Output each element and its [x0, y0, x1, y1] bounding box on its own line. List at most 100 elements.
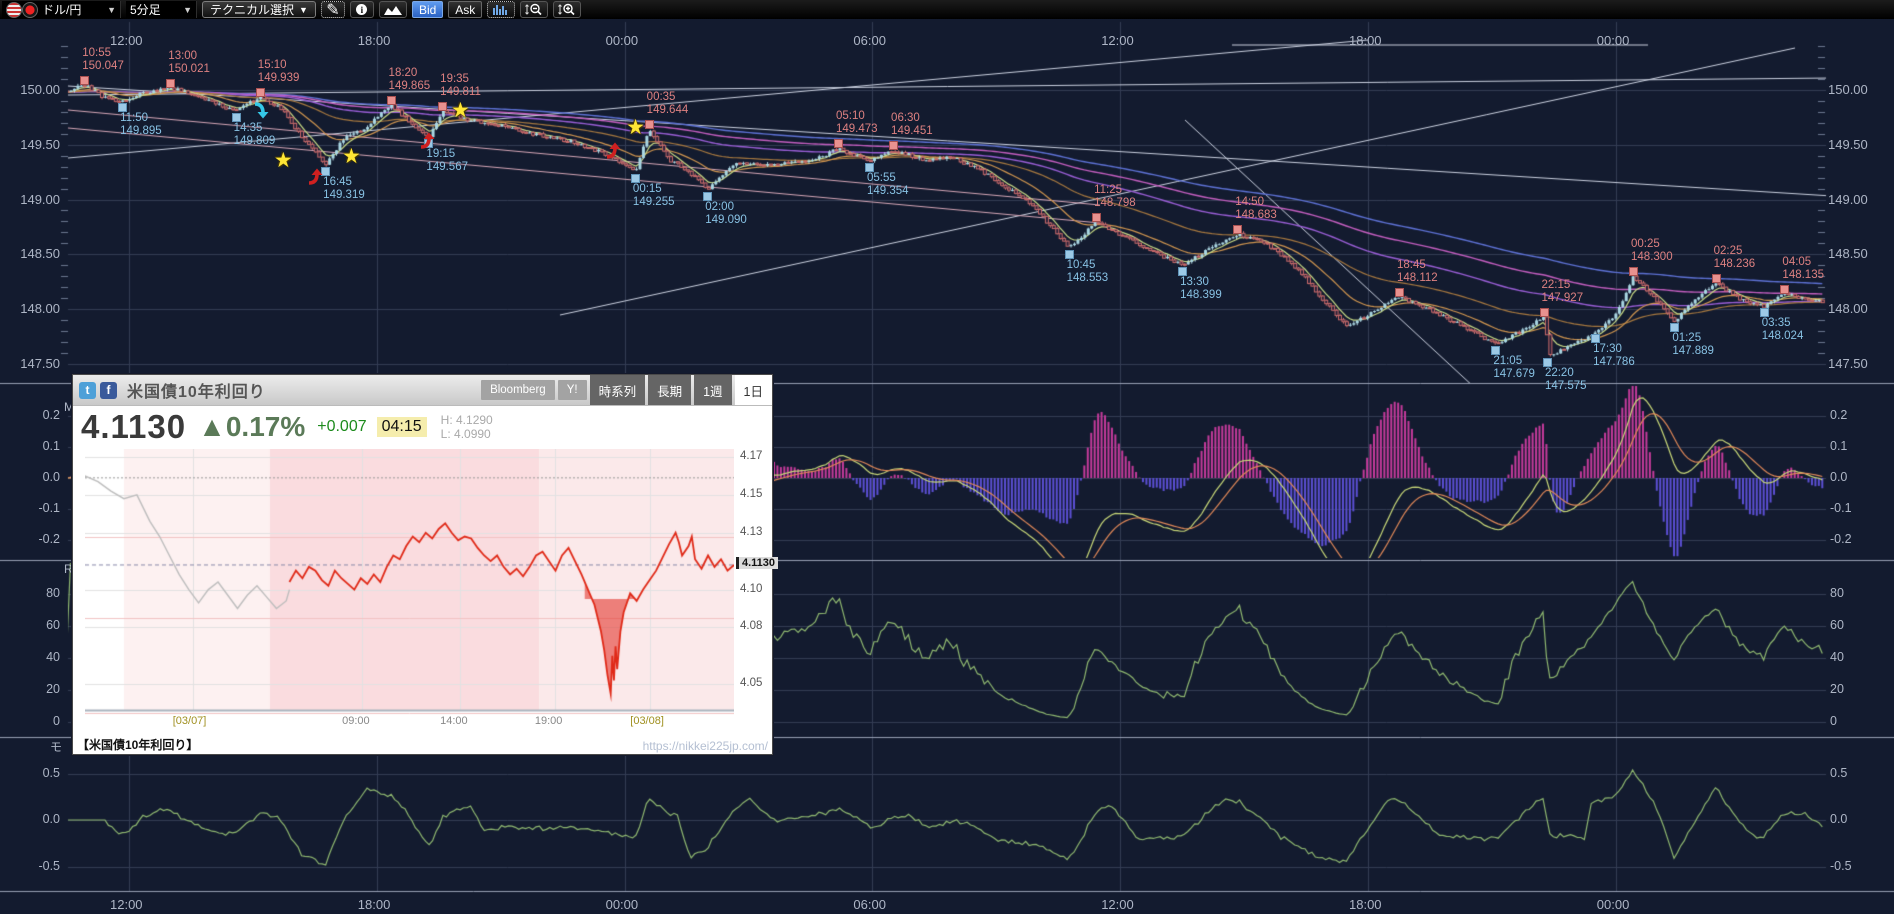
low-annotation: 21:05 147.679	[1493, 355, 1535, 381]
rsi-panel-label: R	[64, 562, 73, 576]
bid-button[interactable]: Bid	[411, 1, 444, 18]
price-axis-label: 147.50	[20, 355, 60, 371]
quote-time: 04:15	[376, 417, 427, 437]
low-marker	[630, 173, 640, 183]
price-axis-label: 149.50	[20, 136, 60, 152]
low-annotation: 11:50 149.895	[120, 112, 162, 138]
price-axis-label: 149.50	[1828, 136, 1868, 152]
bar-chart-button[interactable]	[487, 1, 516, 18]
time-axis-label: 18:00	[357, 33, 391, 48]
draw-pencil-button[interactable]: ✎	[320, 1, 345, 19]
facebook-icon[interactable]: f	[100, 381, 117, 399]
macd-scale-label: 0.0	[42, 470, 60, 484]
low-annotation: 22:20 147.575	[1544, 366, 1587, 392]
tab-time-series[interactable]: 時系列	[589, 375, 646, 405]
high-marker	[1539, 307, 1549, 317]
popup-x-label: 09:00	[342, 715, 370, 727]
high-annotation: 15:10 149.939	[257, 58, 300, 84]
low-annotation: 17:30 147.786	[1593, 343, 1635, 369]
timeframe-dropdown[interactable]: 5分足 ▼	[126, 1, 197, 18]
macd-panel-label: M	[64, 400, 74, 414]
high-marker	[833, 138, 843, 148]
time-axis-label: 00:00	[1596, 897, 1630, 912]
price-axis-label: 150.00	[20, 82, 60, 97]
high-annotation: 11:25 148.798	[1094, 183, 1136, 209]
star-icon: ★	[342, 145, 361, 169]
tab-bloomberg[interactable]: Bloomberg	[481, 380, 555, 400]
currency-pair-dropdown[interactable]: ドル/円 ▼	[2, 1, 121, 18]
rsi-scale-label: 40	[46, 650, 60, 664]
high-annotation: 04:05 148.135	[1782, 256, 1824, 282]
high-annotation: 13:00 150.021	[168, 49, 210, 75]
high-annotation: 18:45 148.112	[1396, 258, 1438, 284]
price-axis-label: 148.00	[20, 301, 60, 316]
source-url[interactable]: https://nikkei225jp.com/	[642, 739, 768, 753]
tab-long-term[interactable]: 長期	[648, 375, 692, 405]
low-marker	[118, 103, 128, 113]
day-low: L: 4.0990	[440, 427, 491, 441]
info-button[interactable]: i	[349, 1, 374, 18]
price-axis-label: 147.50	[1828, 355, 1868, 371]
high-annotation: 10:55 150.047	[82, 46, 124, 72]
popup-tabs: Bloomberg Y! 時系列 長期 1週 1日	[478, 375, 772, 405]
zoom-out-icon	[525, 3, 542, 16]
popup-y-label: 4.13	[740, 525, 763, 538]
low-marker	[1759, 308, 1769, 318]
popup-chart-canvas[interactable]	[85, 449, 734, 726]
popup-y-label: 4.10	[740, 582, 763, 595]
chevron-down-icon: ▼	[299, 4, 308, 15]
tab-one-day[interactable]: 1日	[734, 375, 772, 405]
high-annotation: 00:35 149.644	[646, 90, 689, 116]
momentum-scale-label: 0.0	[42, 812, 60, 826]
low-marker	[1591, 334, 1601, 344]
low-marker	[703, 191, 713, 201]
high-annotation: 22:15 147.927	[1541, 278, 1584, 304]
momentum-scale-label: 0.0	[1830, 812, 1848, 826]
rsi-scale-label: 20	[46, 682, 60, 696]
time-axis-label: 00:00	[605, 33, 639, 48]
popup-x-label: 19:00	[534, 715, 563, 727]
high-marker	[1233, 225, 1243, 235]
toolbar: ドル/円 ▼ 5分足 ▼ テクニカル選択 ▼ ✎ i Bid Ask	[0, 0, 1894, 19]
high-marker	[1711, 274, 1721, 284]
high-marker	[166, 78, 176, 88]
chevron-down-icon: ▼	[107, 4, 116, 15]
rsi-scale-label: 60	[46, 618, 60, 632]
high-marker	[1394, 287, 1404, 297]
ask-button[interactable]: Ask	[448, 1, 483, 18]
momentum-scale-label: -0.5	[1830, 858, 1852, 873]
low-marker	[1491, 346, 1501, 356]
high-marker	[386, 95, 396, 105]
low-annotation: 00:15 149.255	[632, 182, 675, 208]
high-marker	[255, 87, 265, 97]
high-annotation: 14:50 148.683	[1235, 196, 1277, 222]
popup-title: 米国債10年利回り	[127, 384, 266, 401]
zoom-out-button[interactable]	[520, 1, 549, 18]
area-chart-button[interactable]	[378, 1, 407, 18]
low-annotation: 13:30 148.399	[1180, 276, 1222, 302]
bar-chart-icon	[493, 5, 508, 15]
technical-select-button[interactable]: テクニカル選択 ▼	[202, 1, 316, 18]
twitter-icon[interactable]: t	[79, 381, 96, 399]
popup-footer: 【米国債10年利回り】 https://nikkei225jp.com/	[73, 738, 772, 754]
tab-yahoo[interactable]: Y!	[557, 380, 587, 400]
time-axis-label: 12:00	[1101, 897, 1134, 912]
jp-flag-icon	[22, 1, 38, 18]
high-low-block: H: 4.1290 L: 4.0990	[441, 413, 493, 441]
low-marker	[1542, 357, 1552, 367]
macd-scale-label: -0.2	[1830, 532, 1852, 546]
time-axis-label: 18:00	[357, 897, 391, 912]
rsi-scale-label: 80	[1830, 586, 1844, 600]
macd-scale-label: -0.1	[38, 501, 60, 515]
high-marker	[1780, 285, 1790, 295]
rsi-scale-label: 20	[1830, 682, 1844, 696]
macd-scale-label: 0.2	[42, 408, 60, 422]
popup-y-label: 4.05	[740, 677, 763, 690]
high-annotation: 19:35 149.811	[440, 72, 481, 98]
currency-pair-label: ドル/円	[42, 3, 82, 17]
zoom-in-button[interactable]	[553, 1, 582, 18]
pencil-icon: ✎	[326, 1, 340, 19]
tab-one-week[interactable]: 1週	[694, 375, 732, 405]
treasury-yield-popup: t f 米国債10年利回り Bloomberg Y! 時系列 長期 1週 1日 …	[72, 374, 779, 755]
